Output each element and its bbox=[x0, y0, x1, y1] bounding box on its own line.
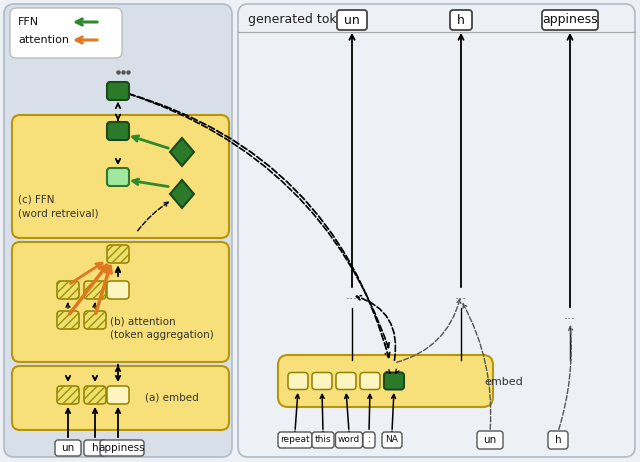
FancyBboxPatch shape bbox=[335, 432, 362, 448]
Text: un: un bbox=[61, 443, 75, 453]
Text: repeat: repeat bbox=[280, 436, 310, 444]
Text: h: h bbox=[457, 13, 465, 26]
Text: h: h bbox=[92, 443, 99, 453]
FancyBboxPatch shape bbox=[55, 440, 81, 456]
FancyBboxPatch shape bbox=[57, 386, 79, 404]
FancyBboxPatch shape bbox=[312, 432, 334, 448]
FancyBboxPatch shape bbox=[12, 242, 229, 362]
Text: appiness: appiness bbox=[542, 13, 598, 26]
FancyBboxPatch shape bbox=[12, 115, 229, 238]
FancyBboxPatch shape bbox=[337, 10, 367, 30]
Text: (token aggregation): (token aggregation) bbox=[110, 330, 214, 340]
FancyBboxPatch shape bbox=[238, 4, 635, 457]
Text: ···: ··· bbox=[346, 293, 358, 306]
Text: FFN: FFN bbox=[18, 17, 39, 27]
FancyBboxPatch shape bbox=[57, 281, 79, 299]
Polygon shape bbox=[170, 138, 194, 166]
FancyBboxPatch shape bbox=[107, 168, 129, 186]
FancyBboxPatch shape bbox=[107, 386, 129, 404]
Text: (c) FFN: (c) FFN bbox=[18, 195, 54, 205]
FancyBboxPatch shape bbox=[278, 432, 312, 448]
Text: (b) attention: (b) attention bbox=[110, 317, 175, 327]
FancyBboxPatch shape bbox=[57, 311, 79, 329]
FancyBboxPatch shape bbox=[382, 432, 402, 448]
FancyBboxPatch shape bbox=[360, 372, 380, 389]
FancyBboxPatch shape bbox=[278, 355, 493, 407]
Text: ···: ··· bbox=[455, 293, 467, 306]
Text: this: this bbox=[315, 436, 332, 444]
FancyBboxPatch shape bbox=[312, 372, 332, 389]
FancyBboxPatch shape bbox=[107, 122, 129, 140]
Text: NA: NA bbox=[385, 436, 399, 444]
Text: un: un bbox=[483, 435, 497, 445]
Text: generated tokens:: generated tokens: bbox=[248, 13, 362, 26]
FancyBboxPatch shape bbox=[100, 440, 144, 456]
FancyBboxPatch shape bbox=[288, 372, 308, 389]
Text: (a) embed: (a) embed bbox=[145, 393, 199, 403]
Text: :: : bbox=[367, 436, 371, 444]
FancyBboxPatch shape bbox=[84, 281, 106, 299]
FancyBboxPatch shape bbox=[542, 10, 598, 30]
Text: attention: attention bbox=[18, 35, 69, 45]
FancyBboxPatch shape bbox=[363, 432, 375, 448]
FancyBboxPatch shape bbox=[107, 281, 129, 299]
FancyBboxPatch shape bbox=[477, 431, 503, 449]
Text: un: un bbox=[344, 13, 360, 26]
FancyBboxPatch shape bbox=[107, 245, 129, 263]
FancyBboxPatch shape bbox=[450, 10, 472, 30]
Text: (word retreival): (word retreival) bbox=[18, 208, 99, 218]
FancyBboxPatch shape bbox=[84, 386, 106, 404]
FancyBboxPatch shape bbox=[107, 82, 129, 100]
Text: appiness: appiness bbox=[99, 443, 145, 453]
FancyBboxPatch shape bbox=[84, 440, 106, 456]
FancyBboxPatch shape bbox=[336, 372, 356, 389]
FancyBboxPatch shape bbox=[4, 4, 232, 457]
FancyBboxPatch shape bbox=[384, 372, 404, 389]
FancyBboxPatch shape bbox=[84, 311, 106, 329]
FancyBboxPatch shape bbox=[10, 8, 122, 58]
Text: embed: embed bbox=[484, 377, 523, 387]
Text: h: h bbox=[555, 435, 561, 445]
FancyBboxPatch shape bbox=[12, 366, 229, 430]
Polygon shape bbox=[170, 180, 194, 208]
Text: word: word bbox=[338, 436, 360, 444]
FancyBboxPatch shape bbox=[548, 431, 568, 449]
Text: ···: ··· bbox=[564, 314, 576, 327]
